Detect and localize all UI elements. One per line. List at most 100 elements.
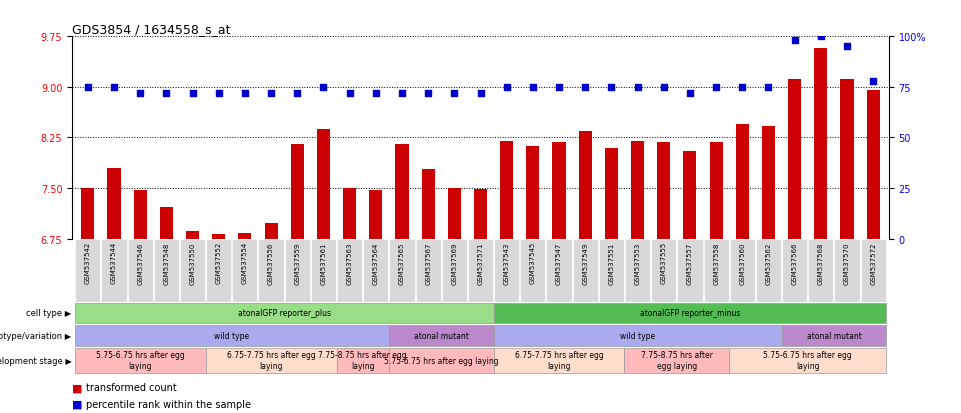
Bar: [160, 207, 173, 239]
Text: GSM537570: GSM537570: [844, 242, 850, 284]
Bar: [683, 152, 697, 239]
Bar: [527, 147, 539, 239]
Text: 6.75-7.75 hrs after egg
laying: 6.75-7.75 hrs after egg laying: [227, 351, 315, 370]
Point: [133, 90, 148, 97]
Text: GSM537571: GSM537571: [478, 242, 483, 284]
Bar: [788, 80, 801, 239]
Point: [499, 84, 514, 91]
Text: 5.75-6.75 hrs after egg
laying: 5.75-6.75 hrs after egg laying: [96, 351, 185, 370]
Text: GSM537542: GSM537542: [85, 242, 90, 284]
Text: atonal mutant: atonal mutant: [414, 331, 469, 340]
Point: [473, 90, 488, 97]
Bar: [625, 239, 651, 302]
Text: transformed count: transformed count: [86, 382, 177, 392]
Point: [107, 84, 122, 91]
Bar: [238, 234, 252, 239]
Text: GSM537569: GSM537569: [452, 242, 457, 284]
Text: 7.75-8.75 hrs after egg
laying: 7.75-8.75 hrs after egg laying: [318, 351, 407, 370]
Bar: [468, 239, 493, 302]
Text: 6.75-7.75 hrs after egg
laying: 6.75-7.75 hrs after egg laying: [515, 351, 604, 370]
Text: GSM537560: GSM537560: [739, 242, 746, 284]
Bar: [494, 348, 625, 373]
Bar: [343, 189, 357, 239]
Point: [421, 90, 436, 97]
Text: atonalGFP reporter_plus: atonalGFP reporter_plus: [237, 309, 331, 318]
Text: GSM537555: GSM537555: [661, 242, 667, 284]
Text: GSM537558: GSM537558: [713, 242, 719, 284]
Text: GSM537547: GSM537547: [556, 242, 562, 284]
Bar: [709, 143, 723, 239]
Bar: [389, 239, 414, 302]
Point: [656, 84, 672, 91]
Bar: [657, 143, 671, 239]
Bar: [415, 239, 441, 302]
Point: [368, 90, 383, 97]
Bar: [264, 224, 278, 239]
Point: [80, 84, 95, 91]
Text: GSM537545: GSM537545: [530, 242, 536, 284]
Bar: [82, 189, 94, 239]
Text: GSM537544: GSM537544: [111, 242, 117, 284]
Point: [578, 84, 593, 91]
Text: GSM537551: GSM537551: [608, 242, 614, 284]
Text: cell type ▶: cell type ▶: [26, 309, 71, 318]
Text: GSM537559: GSM537559: [294, 242, 300, 284]
Bar: [336, 348, 389, 373]
Point: [525, 84, 540, 91]
Text: GSM537562: GSM537562: [766, 242, 772, 284]
Bar: [494, 303, 886, 323]
Bar: [233, 239, 258, 302]
Point: [159, 90, 174, 97]
Bar: [108, 169, 120, 239]
Bar: [363, 239, 388, 302]
Point: [263, 90, 279, 97]
Bar: [395, 145, 408, 239]
Bar: [75, 325, 389, 346]
Text: GSM537568: GSM537568: [818, 242, 824, 284]
Text: development stage ▶: development stage ▶: [0, 356, 71, 365]
Bar: [186, 232, 199, 239]
Bar: [317, 129, 330, 239]
Text: GSM537543: GSM537543: [504, 242, 509, 284]
Point: [682, 90, 698, 97]
Bar: [834, 239, 859, 302]
Bar: [75, 239, 100, 302]
Bar: [762, 127, 775, 239]
Bar: [553, 143, 566, 239]
Bar: [703, 239, 728, 302]
Bar: [814, 49, 827, 239]
Text: GSM537548: GSM537548: [163, 242, 169, 284]
Bar: [579, 131, 592, 239]
Bar: [75, 348, 206, 373]
Bar: [102, 239, 127, 302]
Point: [629, 84, 645, 91]
Text: GSM537556: GSM537556: [268, 242, 274, 284]
Bar: [781, 325, 886, 346]
Bar: [782, 239, 807, 302]
Bar: [631, 142, 644, 239]
Bar: [729, 348, 886, 373]
Bar: [625, 348, 729, 373]
Text: GSM537567: GSM537567: [425, 242, 431, 284]
Point: [447, 90, 462, 97]
Text: 7.75-8.75 hrs after
egg laying: 7.75-8.75 hrs after egg laying: [641, 351, 713, 370]
Bar: [867, 91, 879, 239]
Text: wild type: wild type: [214, 331, 249, 340]
Point: [787, 38, 802, 45]
Bar: [861, 239, 886, 302]
Bar: [808, 239, 833, 302]
Text: GSM537553: GSM537553: [634, 242, 641, 284]
Point: [289, 90, 305, 97]
Point: [394, 90, 409, 97]
Point: [342, 90, 357, 97]
Bar: [212, 235, 225, 239]
Text: GSM537546: GSM537546: [137, 242, 143, 284]
Bar: [422, 170, 434, 239]
Bar: [284, 239, 309, 302]
Text: 5.75-6.75 hrs after egg
laying: 5.75-6.75 hrs after egg laying: [763, 351, 852, 370]
Bar: [599, 239, 624, 302]
Bar: [154, 239, 179, 302]
Bar: [206, 348, 336, 373]
Text: genotype/variation ▶: genotype/variation ▶: [0, 331, 71, 340]
Bar: [134, 191, 147, 239]
